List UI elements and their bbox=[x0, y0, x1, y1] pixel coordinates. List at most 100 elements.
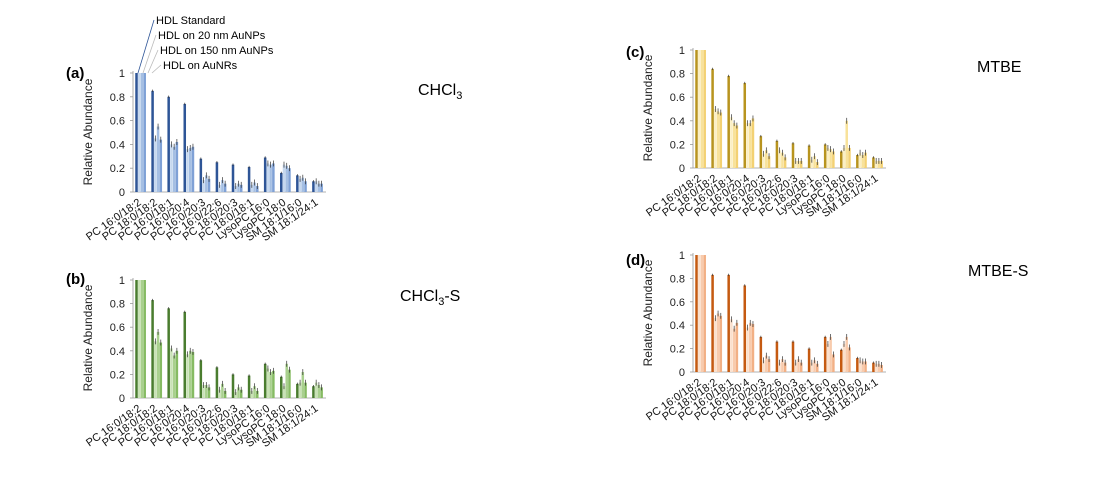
bar bbox=[137, 280, 141, 398]
bar bbox=[816, 363, 819, 372]
bar bbox=[732, 328, 736, 372]
bar bbox=[807, 145, 811, 168]
bar bbox=[159, 342, 163, 398]
bar bbox=[743, 285, 747, 372]
bar bbox=[864, 152, 867, 168]
bar bbox=[188, 147, 192, 192]
bar bbox=[794, 362, 798, 372]
bar bbox=[312, 181, 315, 192]
bar bbox=[813, 360, 816, 372]
bar bbox=[215, 367, 219, 398]
bar bbox=[775, 341, 779, 372]
bar bbox=[842, 147, 846, 168]
bar bbox=[263, 363, 267, 398]
y-tick-label: 0.8 bbox=[670, 273, 685, 285]
bar bbox=[759, 336, 763, 372]
bar bbox=[314, 382, 318, 398]
bar bbox=[172, 146, 176, 192]
bar bbox=[207, 387, 211, 398]
bar bbox=[735, 322, 739, 372]
bar bbox=[872, 362, 875, 372]
bar bbox=[711, 68, 714, 168]
bar bbox=[732, 123, 736, 168]
bar bbox=[695, 255, 698, 372]
bar bbox=[823, 336, 827, 372]
bar bbox=[159, 139, 163, 192]
y-axis-title: Relative Abundance bbox=[641, 54, 655, 161]
bar bbox=[280, 172, 283, 192]
bar bbox=[239, 184, 243, 192]
bar bbox=[746, 123, 749, 168]
bar bbox=[845, 120, 848, 168]
y-tick-label: 0.2 bbox=[670, 139, 685, 151]
bar bbox=[711, 274, 714, 372]
y-axis-title: Relative Abundance bbox=[81, 284, 95, 391]
bar bbox=[767, 359, 771, 372]
bar bbox=[237, 387, 240, 398]
bar bbox=[840, 349, 843, 372]
bar bbox=[714, 318, 717, 372]
bar bbox=[231, 164, 235, 192]
y-tick-label: 0.4 bbox=[670, 320, 685, 332]
bar bbox=[231, 374, 235, 398]
bar bbox=[762, 360, 765, 372]
bar bbox=[175, 142, 179, 192]
bar bbox=[700, 50, 704, 168]
bar bbox=[746, 327, 749, 372]
bar bbox=[856, 357, 859, 372]
bar bbox=[250, 184, 254, 192]
y-tick-label: 0.6 bbox=[670, 92, 685, 104]
bar bbox=[215, 162, 219, 192]
bar bbox=[759, 136, 763, 168]
bar bbox=[716, 111, 720, 168]
y-tick-label: 1 bbox=[119, 275, 125, 287]
bar bbox=[175, 350, 179, 398]
bar bbox=[751, 118, 755, 168]
y-tick-label: 0.2 bbox=[670, 344, 685, 356]
bar bbox=[156, 331, 160, 398]
legend-leader-line bbox=[151, 64, 162, 74]
bar bbox=[296, 175, 299, 192]
y-tick-label: 0.8 bbox=[110, 299, 125, 311]
bar bbox=[703, 50, 706, 168]
y-tick-label: 1 bbox=[679, 45, 685, 57]
bar bbox=[807, 348, 811, 372]
bar bbox=[730, 117, 733, 168]
bar bbox=[280, 376, 283, 398]
bar bbox=[154, 138, 157, 192]
bar bbox=[135, 73, 138, 192]
y-tick-label: 0.6 bbox=[110, 116, 125, 128]
bar bbox=[282, 386, 286, 398]
bar bbox=[823, 144, 827, 168]
y-tick-label: 1 bbox=[679, 250, 685, 262]
bar bbox=[765, 150, 768, 168]
bar bbox=[285, 165, 288, 192]
bar bbox=[829, 336, 832, 372]
bar bbox=[727, 75, 730, 168]
bar bbox=[858, 152, 862, 168]
bar bbox=[301, 177, 305, 192]
bar bbox=[727, 274, 730, 372]
y-tick-label: 0.4 bbox=[670, 116, 685, 128]
bar bbox=[135, 280, 138, 398]
bar bbox=[781, 152, 784, 168]
y-tick-label: 0 bbox=[679, 367, 685, 379]
bar bbox=[272, 163, 275, 192]
bar bbox=[202, 180, 205, 192]
bar bbox=[751, 324, 755, 372]
bar bbox=[840, 151, 843, 168]
y-tick-label: 0.4 bbox=[110, 346, 125, 358]
bar bbox=[250, 390, 254, 398]
bar bbox=[735, 125, 739, 168]
bar bbox=[191, 146, 195, 192]
bar bbox=[282, 164, 286, 192]
bar bbox=[167, 308, 170, 398]
y-tick-label: 1 bbox=[119, 68, 125, 80]
legend: HDL Standard HDL on 20 nm AuNPs HDL on 150… bbox=[137, 15, 274, 74]
legend-leader-line bbox=[142, 34, 157, 74]
legend-leader-line bbox=[147, 49, 159, 74]
legend-entry: HDL on 150 nm AuNPs bbox=[160, 45, 274, 57]
bar bbox=[778, 150, 781, 168]
bar bbox=[263, 157, 267, 192]
